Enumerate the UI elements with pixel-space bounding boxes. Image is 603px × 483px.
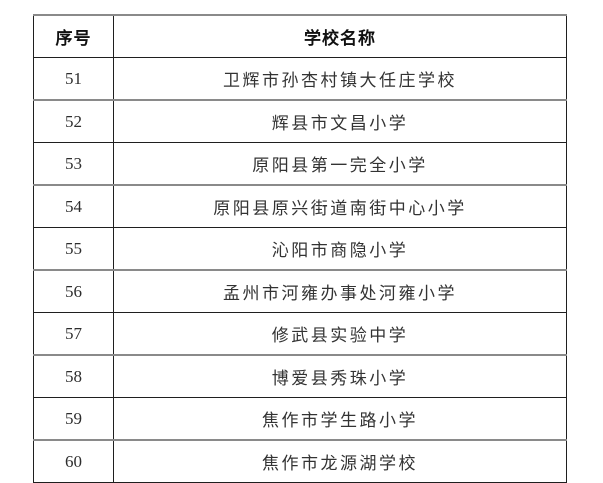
table-row: 51 卫辉市孙杏村镇大任庄学校 [33,57,567,100]
table-row: 53 原阳县第一完全小学 [33,142,567,185]
school-name-cell: 焦作市学生路小学 [113,397,567,440]
table-row: 60 焦作市龙源湖学校 [33,440,567,483]
row-number-cell: 54 [33,185,114,228]
table-row: 58 博爱县秀珠小学 [33,355,567,398]
row-number-cell: 53 [33,142,114,185]
table-row: 54 原阳县原兴街道南街中心小学 [33,185,567,228]
table-row: 56 孟州市河雍办事处河雍小学 [33,270,567,313]
school-name-cell: 焦作市龙源湖学校 [113,440,567,483]
school-name-cell: 辉县市文昌小学 [113,100,567,143]
header-row: 序号 学校名称 [33,15,567,58]
row-number-cell: 58 [33,355,114,398]
row-number-cell: 60 [33,440,114,483]
school-name-cell: 原阳县原兴街道南街中心小学 [113,185,567,228]
row-number-cell: 52 [33,100,114,143]
row-number-cell: 55 [33,227,114,270]
table-row: 59 焦作市学生路小学 [33,397,567,440]
school-name-cell: 原阳县第一完全小学 [113,142,567,185]
header-serial-number: 序号 [33,15,114,58]
table-row: 52 辉县市文昌小学 [33,100,567,143]
school-name-cell: 卫辉市孙杏村镇大任庄学校 [113,57,567,100]
table-row: 55 沁阳市商隐小学 [33,227,567,270]
school-name-cell: 修武县实验中学 [113,312,567,355]
header-school-name: 学校名称 [113,15,567,58]
school-list-table: 序号 学校名称 51 卫辉市孙杏村镇大任庄学校 52 辉县市文昌小学 53 原阳… [33,14,567,483]
school-name-cell: 博爱县秀珠小学 [113,355,567,398]
table-row: 57 修武县实验中学 [33,312,567,355]
row-number-cell: 51 [33,57,114,100]
row-number-cell: 56 [33,270,114,313]
row-number-cell: 57 [33,312,114,355]
school-list-table-container: 序号 学校名称 51 卫辉市孙杏村镇大任庄学校 52 辉县市文昌小学 53 原阳… [33,14,567,483]
school-name-cell: 沁阳市商隐小学 [113,227,567,270]
school-name-cell: 孟州市河雍办事处河雍小学 [113,270,567,313]
row-number-cell: 59 [33,397,114,440]
